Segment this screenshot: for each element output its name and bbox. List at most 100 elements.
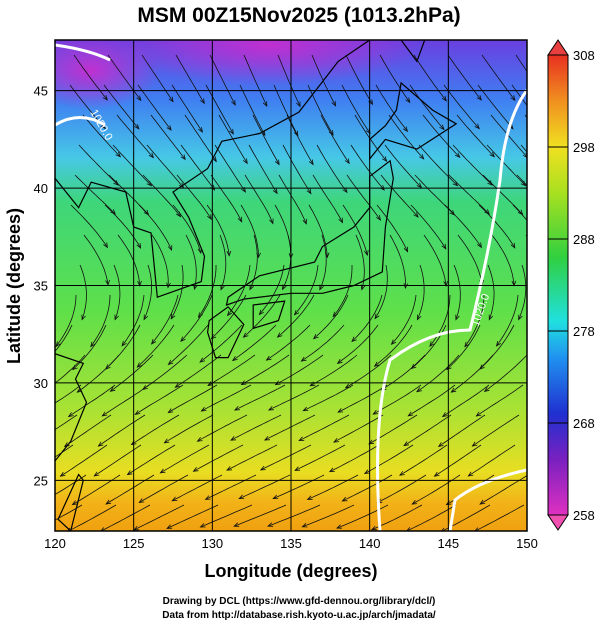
streamline <box>185 234 197 290</box>
streamline <box>456 114 495 158</box>
y-tick-label: 25 <box>34 473 48 488</box>
arrowhead <box>306 188 312 195</box>
streamline <box>268 384 320 411</box>
streamline <box>515 54 527 73</box>
arrowhead <box>382 156 388 163</box>
cold-region <box>120 40 420 85</box>
streamline <box>176 174 212 220</box>
arrowhead <box>226 466 233 471</box>
arrowhead <box>180 336 186 343</box>
arrowhead <box>196 436 203 442</box>
streamline <box>329 444 380 473</box>
arrowhead <box>272 188 278 195</box>
arrowhead <box>93 471 100 477</box>
arrowhead <box>308 159 314 166</box>
streamline <box>259 264 285 315</box>
streamline <box>239 84 266 136</box>
x-tick-label: 150 <box>516 536 538 551</box>
streamline <box>374 324 413 367</box>
arrowhead <box>390 339 397 346</box>
streamline <box>486 144 526 186</box>
streamline <box>105 324 141 370</box>
streamline <box>55 324 73 352</box>
title: MSM 00Z15Nov2025 (1013.2hPa) <box>137 4 460 27</box>
arrowhead <box>242 332 249 338</box>
arrowhead <box>269 218 274 225</box>
streamline <box>442 384 490 417</box>
streamline <box>278 174 307 224</box>
arrowhead <box>126 470 133 476</box>
streamline <box>267 504 321 527</box>
streamline <box>133 504 185 531</box>
arrowhead <box>226 250 232 257</box>
arrowhead <box>167 359 174 366</box>
arrowhead <box>163 438 170 444</box>
arrowhead <box>306 495 313 500</box>
streamline <box>68 384 116 417</box>
arrowhead <box>142 384 148 390</box>
streamline <box>342 474 393 502</box>
arrowhead <box>341 496 348 502</box>
arrowhead <box>483 386 490 393</box>
colorbar-scale <box>547 54 569 516</box>
streamline <box>525 234 527 238</box>
streamline <box>277 54 301 107</box>
streamline <box>211 294 247 340</box>
arrowhead <box>402 126 409 133</box>
arrowhead <box>276 332 283 338</box>
streamline <box>364 444 414 474</box>
streamline <box>275 354 324 385</box>
arrowhead <box>495 341 502 347</box>
y-tick-label: 30 <box>34 376 48 391</box>
streamline <box>73 54 108 101</box>
credit: Drawing by DCL (https://www.gfd-dennou.o… <box>163 596 436 607</box>
arrowhead <box>302 218 307 225</box>
streamline <box>127 444 176 475</box>
arrowhead <box>471 441 478 447</box>
arrowhead <box>296 101 301 108</box>
streamline <box>320 114 350 164</box>
streamline <box>346 174 381 221</box>
arrowhead <box>336 358 343 364</box>
streamline <box>282 234 292 290</box>
arrowhead <box>410 363 417 370</box>
arrowhead <box>416 387 422 393</box>
arrowhead <box>441 412 448 418</box>
colorbar-tick-label: 298 <box>573 140 595 155</box>
streamline <box>468 444 516 477</box>
streamline <box>478 204 516 249</box>
arrowhead <box>231 355 238 362</box>
streamline <box>151 234 169 288</box>
streamline <box>138 204 172 251</box>
streamline <box>511 84 527 107</box>
arrowhead <box>364 250 369 257</box>
streamline <box>160 444 210 474</box>
streamline <box>416 354 460 393</box>
arrowhead <box>136 242 142 249</box>
streamline <box>200 504 253 528</box>
streamline <box>409 84 445 130</box>
arrowhead <box>429 341 435 347</box>
arrowhead <box>405 97 411 104</box>
streamline <box>429 294 451 347</box>
streamline <box>417 264 425 320</box>
streamline <box>443 84 480 129</box>
streamline <box>319 234 327 290</box>
arrowhead <box>115 151 122 158</box>
streamline <box>307 84 334 136</box>
streamline <box>313 294 349 339</box>
streamline <box>380 174 419 218</box>
streamline <box>243 54 268 107</box>
arrowhead <box>150 338 157 345</box>
streamline <box>98 414 146 447</box>
arrowhead <box>229 128 234 135</box>
streamline <box>137 324 175 368</box>
streamline <box>104 204 141 249</box>
streamline <box>273 474 325 499</box>
arrowhead <box>197 248 203 255</box>
arrowhead <box>541 125 545 130</box>
arrowhead <box>274 380 281 386</box>
streamline <box>299 414 350 441</box>
streamline <box>172 474 223 502</box>
arrowhead <box>312 334 319 340</box>
